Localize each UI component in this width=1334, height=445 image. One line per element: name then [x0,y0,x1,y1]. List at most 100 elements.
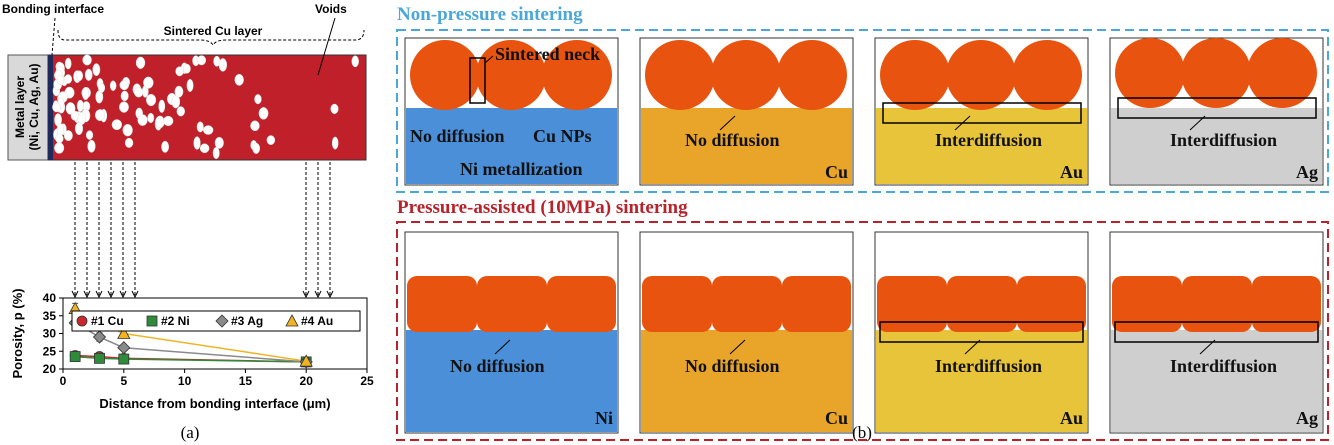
panel-label: Sintered neck [495,44,600,64]
void [76,71,83,81]
panel-label: Interdiffusion [1170,356,1277,376]
void [175,86,183,97]
legend-label: #4 Au [301,314,333,328]
void [123,124,133,136]
panel-label: Au [1060,408,1083,428]
y-tick-label: 20 [43,362,57,376]
x-tick-label: 15 [239,374,253,388]
void [187,79,193,92]
particle [712,276,782,332]
void [52,103,60,112]
legend-label: #1 Cu [91,314,124,328]
metal-list-label: (Ni, Cu, Ag, Au) [27,63,41,150]
marker [94,353,104,363]
void [65,58,71,69]
y-tick-label: 30 [43,327,57,341]
sintered-layer-label: Sintered Cu layer [164,24,263,38]
panel-label: Ni metallization [460,159,582,179]
caption: (a) [181,423,200,442]
substrate [641,330,852,432]
void [235,74,244,85]
void [88,140,96,152]
particle [1182,276,1252,332]
void [200,144,209,153]
void [86,131,93,140]
panel-label: Au [1060,162,1083,182]
void [177,107,185,117]
void [66,102,75,114]
void [255,94,262,104]
particle [547,276,616,332]
panel-label: No diffusion [685,356,780,376]
panel-label: No diffusion [685,130,780,150]
void [138,115,148,126]
particle [711,40,781,110]
void [197,56,205,65]
legend-label: #3 Ag [231,314,263,328]
x-axis-label: Distance from bonding interface (μm) [99,396,330,411]
void [176,67,184,76]
void [332,137,338,149]
panel-label: Interdiffusion [935,130,1042,150]
void [331,104,339,114]
panel-label: Cu NPs [533,126,592,146]
particle [782,276,851,332]
panel-label: Cu [825,408,848,428]
void [267,136,275,145]
void [93,64,100,76]
void [75,122,83,134]
particle [777,40,847,110]
void [155,116,164,128]
panel-b: Non-pressure sintering Sintered neck No di… [397,4,1328,440]
y-tick-label: 40 [43,291,57,305]
void [159,100,165,113]
void [136,57,145,69]
void [250,121,259,131]
substrate [406,330,617,432]
particle [645,40,715,110]
substrate [876,330,1087,432]
void [120,80,129,90]
legend-marker [147,316,157,326]
y-tick-label: 35 [43,309,57,323]
marker [93,331,105,343]
group-title: Non-pressure sintering [397,4,583,25]
void [213,147,219,159]
void [64,130,72,140]
void [194,137,201,150]
void [110,81,116,91]
void [253,143,260,154]
particle [407,276,477,332]
void [83,55,92,65]
group-title: Pressure-assisted (10MPa) sintering [397,197,688,218]
particle [877,276,947,332]
panel-label: Interdiffusion [1170,130,1277,150]
x-tick-label: 20 [300,374,314,388]
chart: 20253035400510152025Distance from bondin… [10,288,374,411]
particle [642,276,712,332]
void [215,137,224,148]
panel-label: Ag [1296,162,1318,182]
panel-label: No diffusion [410,126,505,146]
void [148,113,154,123]
void [85,69,92,81]
marker [70,352,80,362]
void [197,122,204,132]
particle [477,276,547,332]
panel-label: Cu [825,162,848,182]
x-tick-label: 10 [178,374,192,388]
void [163,116,173,126]
particle [946,40,1016,110]
panel-label: Interdiffusion [935,356,1042,376]
legend-marker [77,316,87,326]
particle [880,40,950,110]
void [146,94,156,106]
void [214,56,220,66]
bonding-interface-label: Bonding interface [2,2,104,16]
y-tick-label: 25 [43,344,57,358]
void [82,87,89,100]
void [77,100,83,112]
marker [118,342,130,354]
particle [1252,276,1321,332]
void [57,75,64,84]
